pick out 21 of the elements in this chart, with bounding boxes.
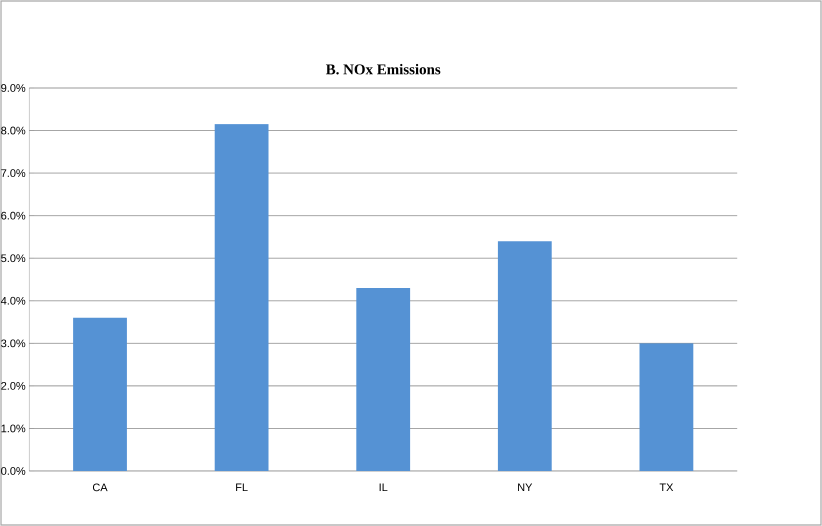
x-tick-label: NY: [518, 484, 532, 492]
y-tick-label: 3.0%: [1, 339, 26, 348]
y-tick-label: 4.0%: [0, 296, 26, 305]
x-tick-label: CA: [92, 484, 108, 492]
chart-title: B. NOx Emissions: [326, 64, 440, 75]
y-tick-label: 7.0%: [1, 169, 26, 177]
y-tick-label: 5.0%: [1, 254, 26, 262]
bar: [356, 288, 410, 471]
x-tick-label: TX: [660, 484, 674, 492]
bar: [73, 318, 127, 471]
bar: [640, 343, 694, 471]
y-tick-label: 6.0%: [1, 212, 26, 220]
x-tick-label: FL: [236, 484, 248, 492]
y-tick-label: 8.0%: [1, 126, 26, 134]
y-tick-label: 2.0%: [1, 382, 26, 390]
y-tick-label: 1.0%: [2, 424, 26, 432]
x-tick-label: IL: [380, 484, 388, 492]
bar: [498, 241, 552, 471]
y-tick-label: 0.0%: [1, 467, 26, 475]
y-tick-label: 9.0%: [1, 84, 26, 92]
bar: [214, 124, 269, 471]
